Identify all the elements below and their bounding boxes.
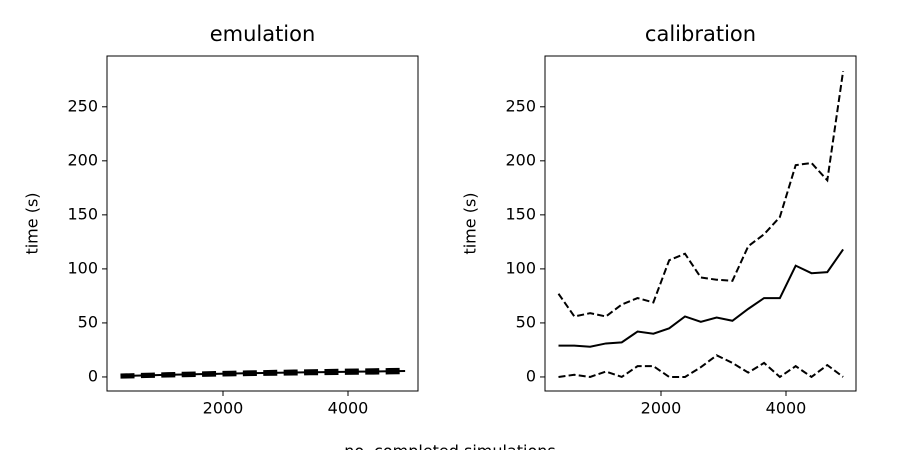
x-tick-label: 2000: [203, 399, 244, 418]
x-tick-label: 4000: [328, 399, 369, 418]
y-tick-label: 200: [67, 150, 98, 169]
y-tick-label: 250: [67, 96, 98, 115]
y-axis-label: time (s): [23, 192, 42, 254]
y-tick-label: 150: [67, 204, 98, 223]
line-series: [120, 370, 406, 379]
y-tick-label: 100: [67, 258, 98, 277]
plot-frame: [544, 55, 857, 392]
plot-frame: [106, 55, 419, 392]
line-series: [558, 354, 844, 379]
y-tick-label: 0: [526, 366, 536, 385]
y-tick-label: 50: [516, 312, 536, 331]
y-tick-label: 100: [505, 258, 536, 277]
y-tick-label: 0: [88, 366, 98, 385]
y-tick-label: 250: [505, 96, 536, 115]
x-tick-label: 2000: [641, 399, 682, 418]
line-series: [558, 248, 844, 348]
y-tick-label: 150: [505, 204, 536, 223]
x-axis-label: no. completed simulations: [344, 442, 556, 450]
line-series: [557, 70, 845, 318]
chart-title: calibration: [645, 22, 756, 46]
y-tick-label: 200: [505, 150, 536, 169]
x-tick-label: 4000: [766, 399, 807, 418]
y-axis-label: time (s): [461, 192, 480, 254]
y-tick-label: 50: [78, 312, 98, 331]
chart-title: emulation: [210, 22, 316, 46]
